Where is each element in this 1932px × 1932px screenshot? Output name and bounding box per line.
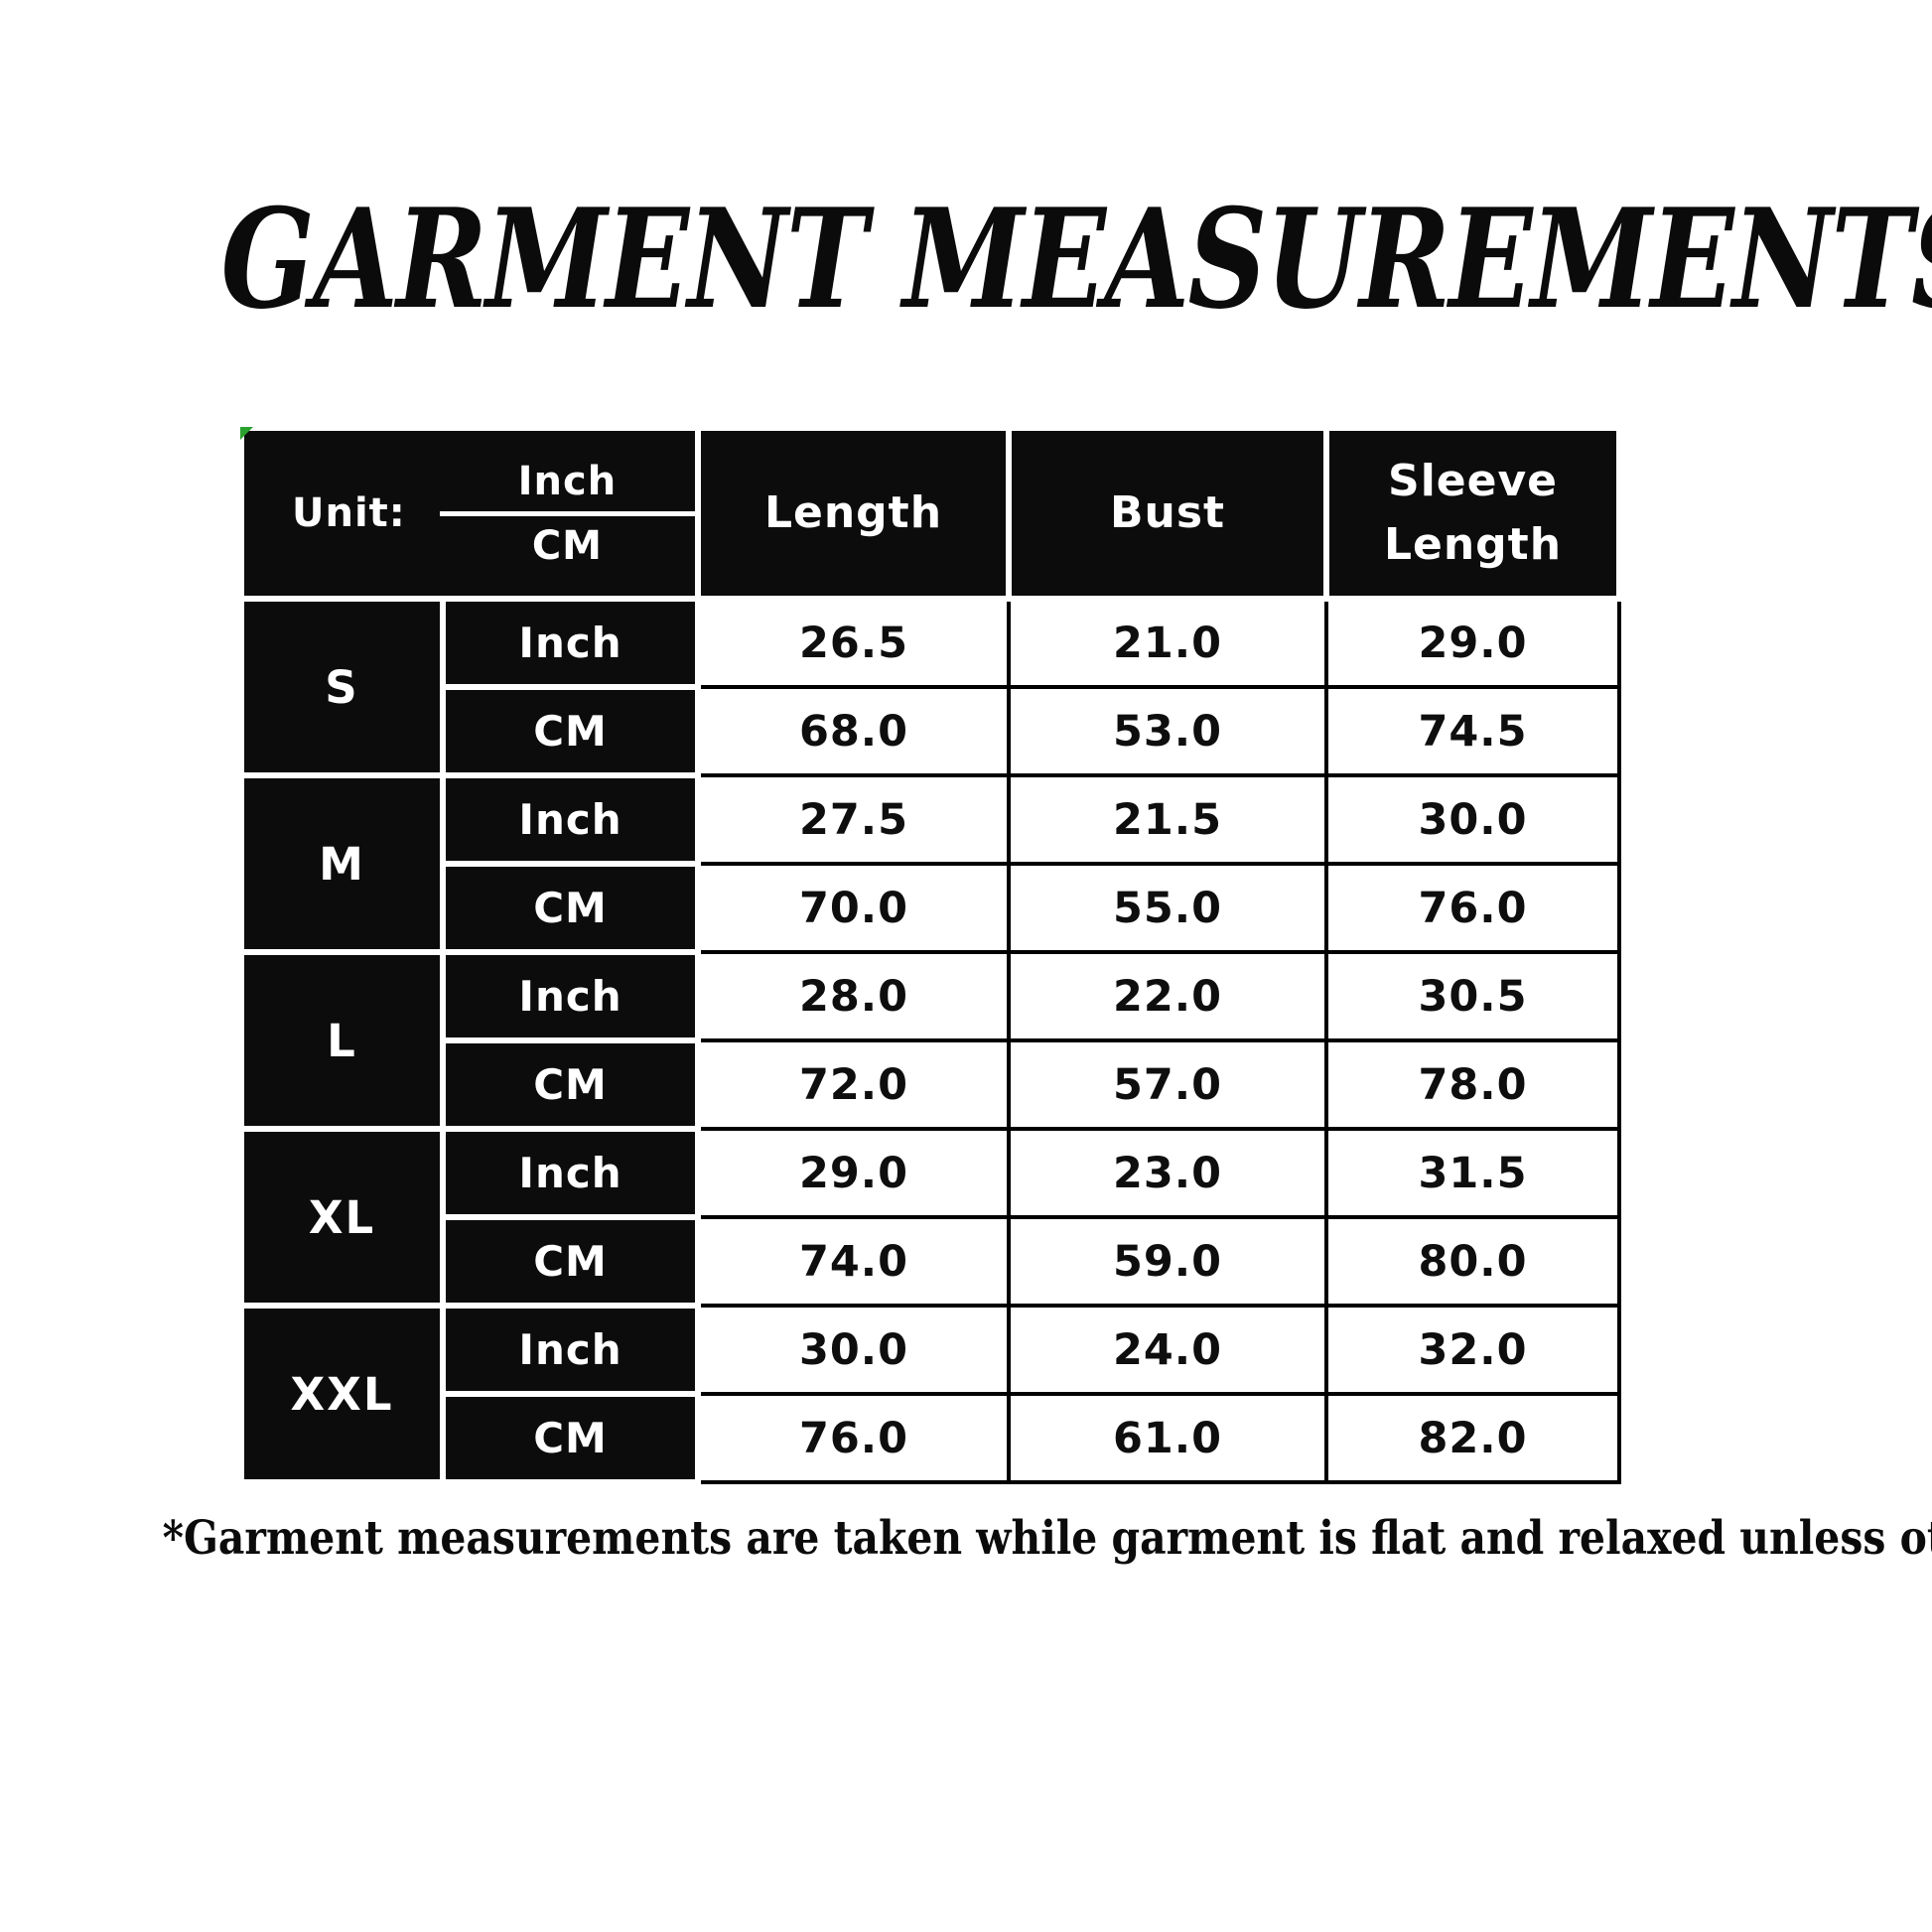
size-label-s: S bbox=[238, 596, 446, 778]
unit-row-label-inch: Inch bbox=[440, 596, 701, 690]
cell-corner-marker-icon bbox=[240, 427, 253, 440]
unit-header-content: Unit: Inch CM bbox=[247, 459, 692, 569]
unit-fraction-inch: Inch bbox=[439, 459, 692, 516]
measurement-cell: 30.0 bbox=[1324, 773, 1621, 866]
table-row: CM 70.0 55.0 76.0 bbox=[241, 861, 1621, 955]
column-header-sleeve-length: Sleeve Length bbox=[1323, 425, 1622, 602]
measurement-cell: 74.5 bbox=[1324, 685, 1621, 777]
table-row: XL Inch 29.0 23.0 31.5 bbox=[238, 1126, 1621, 1309]
measurement-cell: 59.0 bbox=[1007, 1215, 1328, 1308]
measurement-cell: 26.5 bbox=[696, 597, 1011, 689]
measurement-cell: 32.0 bbox=[1324, 1304, 1621, 1396]
column-header-bust: Bust bbox=[1006, 425, 1329, 602]
table-row: L Inch 28.0 22.0 30.5 bbox=[238, 949, 1621, 1132]
size-label-xxl: XXL bbox=[238, 1303, 446, 1485]
unit-row-label-cm: CM bbox=[440, 1214, 701, 1309]
unit-row-label-inch: Inch bbox=[440, 772, 701, 867]
measurement-cell: 78.0 bbox=[1324, 1038, 1621, 1131]
unit-fraction-cm: CM bbox=[531, 522, 603, 569]
measurement-cell: 61.0 bbox=[1007, 1392, 1328, 1484]
page-title: GARMENT MEASUREMENTS bbox=[0, 191, 1932, 328]
measurement-cell: 30.0 bbox=[696, 1304, 1011, 1396]
unit-row-label-cm: CM bbox=[440, 1037, 701, 1132]
table-row: CM 68.0 53.0 74.5 bbox=[241, 684, 1621, 778]
table-row: CM 74.0 59.0 80.0 bbox=[241, 1214, 1621, 1309]
measurement-cell: 70.0 bbox=[696, 862, 1011, 954]
size-label-l: L bbox=[238, 949, 446, 1132]
unit-fraction: Inch CM bbox=[439, 459, 692, 569]
unit-row-label-inch: Inch bbox=[440, 1303, 701, 1397]
measurement-cell: 53.0 bbox=[1007, 685, 1328, 777]
measurement-cell: 80.0 bbox=[1324, 1215, 1621, 1308]
measurement-cell: 68.0 bbox=[696, 685, 1011, 777]
measurement-cell: 31.5 bbox=[1324, 1127, 1621, 1219]
measurement-cell: 22.0 bbox=[1007, 950, 1328, 1042]
measurement-cell: 76.0 bbox=[696, 1392, 1011, 1484]
measurement-cell: 24.0 bbox=[1007, 1304, 1328, 1396]
unit-label: Unit: bbox=[292, 490, 406, 536]
measurement-cell: 30.5 bbox=[1324, 950, 1621, 1042]
unit-row-label-cm: CM bbox=[440, 1391, 701, 1485]
measurement-cell: 72.0 bbox=[696, 1038, 1011, 1131]
size-label-xl: XL bbox=[238, 1126, 446, 1309]
table-row: S Inch 26.5 21.0 29.0 bbox=[238, 596, 1621, 778]
measurement-cell: 28.0 bbox=[696, 950, 1011, 1042]
page-title-text: GARMENT MEASUREMENTS bbox=[220, 178, 1932, 340]
measurement-cell: 27.5 bbox=[696, 773, 1011, 866]
unit-row-label-cm: CM bbox=[440, 861, 701, 955]
measurements-table: Unit: Inch CM Length Bust Sleeve Length … bbox=[238, 425, 1622, 1485]
measurement-cell: 55.0 bbox=[1007, 862, 1328, 954]
measurement-cell: 21.0 bbox=[1007, 597, 1328, 689]
table-row: CM 72.0 57.0 78.0 bbox=[241, 1037, 1621, 1132]
measurement-cell: 82.0 bbox=[1324, 1392, 1621, 1484]
measurement-cell: 29.0 bbox=[1324, 597, 1621, 689]
size-label-m: M bbox=[238, 772, 446, 955]
measurement-cell: 29.0 bbox=[696, 1127, 1011, 1219]
unit-row-label-inch: Inch bbox=[440, 1126, 701, 1220]
measurement-cell: 57.0 bbox=[1007, 1038, 1328, 1131]
column-header-length: Length bbox=[695, 425, 1012, 602]
measurement-cell: 23.0 bbox=[1007, 1127, 1328, 1219]
unit-header-cell: Unit: Inch CM bbox=[238, 425, 701, 602]
measurement-cell: 76.0 bbox=[1324, 862, 1621, 954]
measurement-cell: 21.5 bbox=[1007, 773, 1328, 866]
table-row: XXL Inch 30.0 24.0 32.0 bbox=[238, 1303, 1621, 1485]
unit-row-label-inch: Inch bbox=[440, 949, 701, 1043]
footnote-text: *Garment measurements are taken while ga… bbox=[162, 1511, 1932, 1566]
table-row: CM 76.0 61.0 82.0 bbox=[241, 1391, 1621, 1485]
table-header-row: Unit: Inch CM Length Bust Sleeve Length bbox=[238, 425, 1622, 602]
unit-row-label-cm: CM bbox=[440, 684, 701, 778]
table-row: M Inch 27.5 21.5 30.0 bbox=[238, 772, 1621, 955]
measurement-cell: 74.0 bbox=[696, 1215, 1011, 1308]
footnote: *Garment measurements are taken while ga… bbox=[0, 1513, 1932, 1565]
